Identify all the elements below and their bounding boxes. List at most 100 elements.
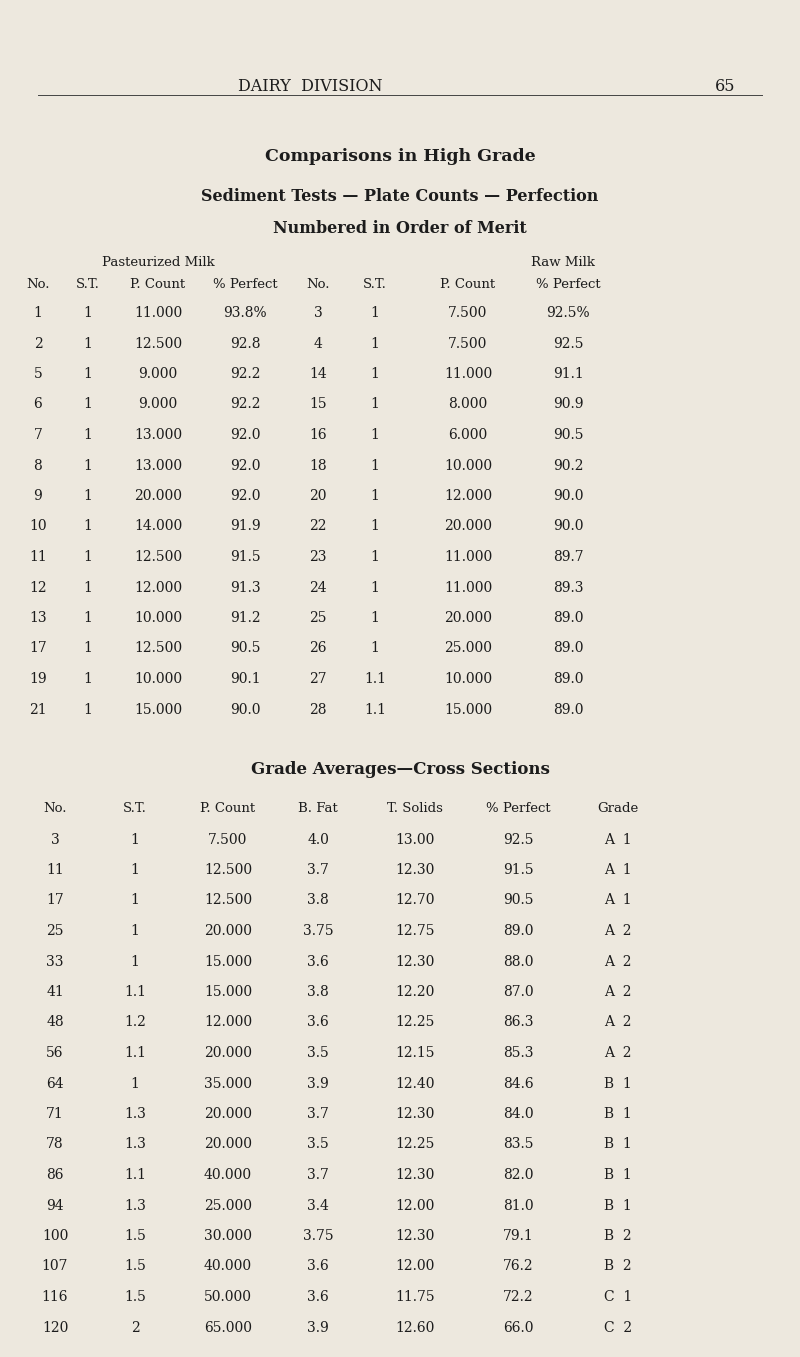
Text: 1: 1	[370, 611, 379, 626]
Text: 91.1: 91.1	[553, 366, 583, 381]
Text: 12.25: 12.25	[395, 1015, 434, 1030]
Text: 1: 1	[130, 863, 139, 877]
Text: 15.000: 15.000	[204, 954, 252, 969]
Text: Numbered in Order of Merit: Numbered in Order of Merit	[273, 220, 527, 237]
Text: P. Count: P. Count	[441, 278, 495, 290]
Text: 91.5: 91.5	[502, 863, 534, 877]
Text: C  2: C 2	[604, 1320, 632, 1334]
Text: 92.5: 92.5	[502, 832, 534, 847]
Text: 91.2: 91.2	[230, 611, 260, 626]
Text: 71: 71	[46, 1107, 64, 1121]
Text: 11.000: 11.000	[444, 581, 492, 594]
Text: 40.000: 40.000	[204, 1168, 252, 1182]
Text: 3.6: 3.6	[307, 1291, 329, 1304]
Text: 3.6: 3.6	[307, 1015, 329, 1030]
Text: 1: 1	[83, 581, 93, 594]
Text: 7.500: 7.500	[208, 832, 248, 847]
Text: 10.000: 10.000	[444, 459, 492, 472]
Text: A  1: A 1	[604, 893, 632, 908]
Text: 15.000: 15.000	[204, 985, 252, 999]
Text: 1.2: 1.2	[124, 1015, 146, 1030]
Text: 3.7: 3.7	[307, 1168, 329, 1182]
Text: 84.6: 84.6	[502, 1076, 534, 1091]
Text: 12.30: 12.30	[395, 863, 434, 877]
Text: 20.000: 20.000	[444, 520, 492, 533]
Text: T. Solids: T. Solids	[387, 802, 443, 816]
Text: 65.000: 65.000	[204, 1320, 252, 1334]
Text: S.T.: S.T.	[363, 278, 387, 290]
Text: % Perfect: % Perfect	[213, 278, 278, 290]
Text: 3.6: 3.6	[307, 1259, 329, 1273]
Text: 3.7: 3.7	[307, 863, 329, 877]
Text: 25.000: 25.000	[204, 1198, 252, 1213]
Text: 100: 100	[42, 1229, 68, 1243]
Text: 92.0: 92.0	[230, 459, 260, 472]
Text: 17: 17	[46, 893, 64, 908]
Text: 19: 19	[29, 672, 47, 687]
Text: 14: 14	[309, 366, 327, 381]
Text: 90.5: 90.5	[553, 427, 583, 442]
Text: B  1: B 1	[604, 1107, 632, 1121]
Text: 25: 25	[46, 924, 64, 938]
Text: 90.0: 90.0	[553, 489, 583, 503]
Text: 15.000: 15.000	[134, 703, 182, 716]
Text: 1: 1	[130, 924, 139, 938]
Text: A  2: A 2	[604, 924, 632, 938]
Text: 12: 12	[29, 581, 47, 594]
Text: 94: 94	[46, 1198, 64, 1213]
Text: 82.0: 82.0	[502, 1168, 534, 1182]
Text: 12.20: 12.20	[395, 985, 434, 999]
Text: 9.000: 9.000	[138, 366, 178, 381]
Text: 107: 107	[42, 1259, 68, 1273]
Text: 90.0: 90.0	[230, 703, 260, 716]
Text: 3.5: 3.5	[307, 1046, 329, 1060]
Text: 84.0: 84.0	[502, 1107, 534, 1121]
Text: 12.75: 12.75	[395, 924, 434, 938]
Text: 21: 21	[29, 703, 47, 716]
Text: 1: 1	[83, 337, 93, 350]
Text: 18: 18	[309, 459, 327, 472]
Text: 1: 1	[83, 489, 93, 503]
Text: 3.7: 3.7	[307, 1107, 329, 1121]
Text: B  2: B 2	[604, 1229, 632, 1243]
Text: DAIRY  DIVISION: DAIRY DIVISION	[238, 77, 382, 95]
Text: Grade: Grade	[598, 802, 638, 816]
Text: 20: 20	[310, 489, 326, 503]
Text: 1: 1	[370, 550, 379, 565]
Text: 92.2: 92.2	[230, 398, 260, 411]
Text: 14.000: 14.000	[134, 520, 182, 533]
Text: 11.000: 11.000	[134, 305, 182, 320]
Text: 89.0: 89.0	[553, 672, 583, 687]
Text: 2: 2	[130, 1320, 139, 1334]
Text: 13.00: 13.00	[395, 832, 434, 847]
Text: 11.000: 11.000	[444, 366, 492, 381]
Text: 13.000: 13.000	[134, 427, 182, 442]
Text: 1: 1	[130, 1076, 139, 1091]
Text: 83.5: 83.5	[502, 1137, 534, 1152]
Text: 1.1: 1.1	[124, 985, 146, 999]
Text: 3.8: 3.8	[307, 893, 329, 908]
Text: B  1: B 1	[604, 1198, 632, 1213]
Text: 12.500: 12.500	[204, 893, 252, 908]
Text: 1: 1	[370, 581, 379, 594]
Text: A  2: A 2	[604, 954, 632, 969]
Text: 3.75: 3.75	[302, 924, 334, 938]
Text: 12.30: 12.30	[395, 1168, 434, 1182]
Text: 1.5: 1.5	[124, 1291, 146, 1304]
Text: 90.9: 90.9	[553, 398, 583, 411]
Text: 86.3: 86.3	[502, 1015, 534, 1030]
Text: 92.0: 92.0	[230, 489, 260, 503]
Text: 91.3: 91.3	[230, 581, 260, 594]
Text: 3.75: 3.75	[302, 1229, 334, 1243]
Text: 1: 1	[370, 305, 379, 320]
Text: 85.3: 85.3	[502, 1046, 534, 1060]
Text: 3.5: 3.5	[307, 1137, 329, 1152]
Text: 1: 1	[83, 672, 93, 687]
Text: 65: 65	[714, 77, 735, 95]
Text: A  1: A 1	[604, 832, 632, 847]
Text: B  1: B 1	[604, 1076, 632, 1091]
Text: 3: 3	[314, 305, 322, 320]
Text: 1: 1	[83, 642, 93, 655]
Text: 11.75: 11.75	[395, 1291, 435, 1304]
Text: 28: 28	[310, 703, 326, 716]
